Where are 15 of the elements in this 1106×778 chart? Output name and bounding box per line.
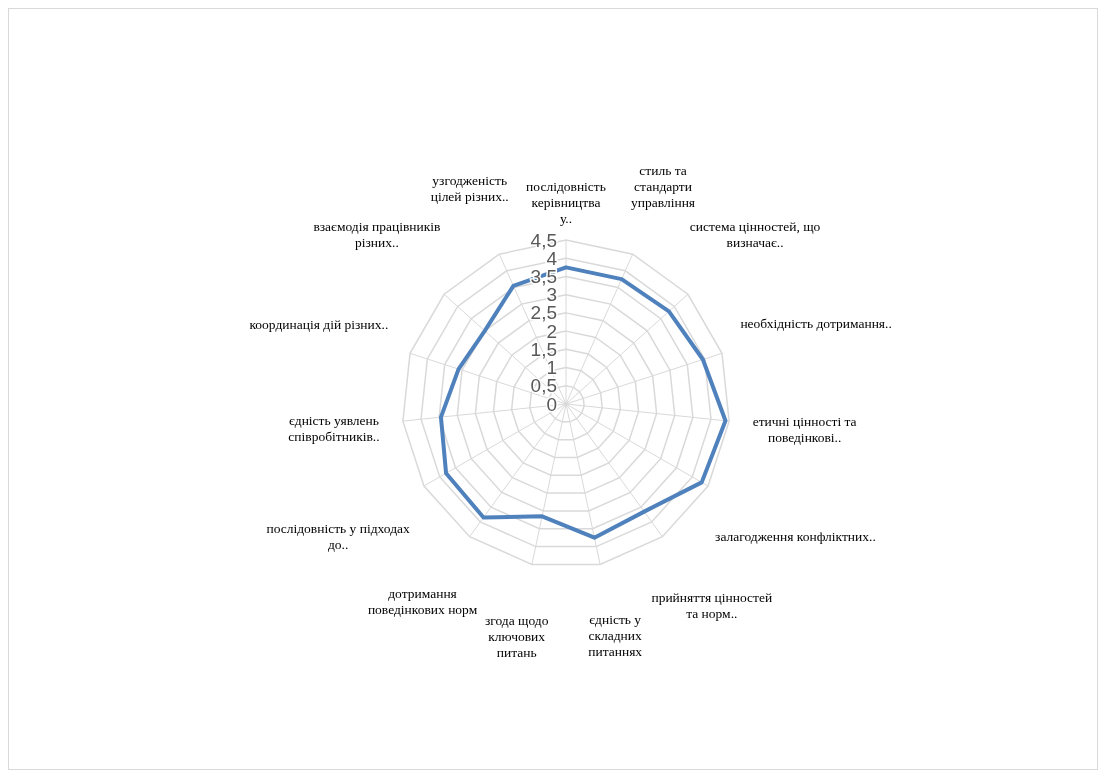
spoke-label: згода щодо ключових питань bbox=[484, 612, 549, 660]
spoke-label: система цінностей, що визначає.. bbox=[689, 218, 821, 250]
spoke-label: прийняття цінностей та норм.. bbox=[651, 589, 773, 621]
spoke-label: необхідність дотримання.. bbox=[740, 315, 892, 331]
spoke-label: єдність у складних питаннях bbox=[588, 611, 643, 659]
spoke-label: узгодженість цілей різних.. bbox=[430, 172, 509, 204]
spoke-label: єдність уявлень співробітників.. bbox=[288, 412, 380, 444]
spoke-label: етичні цінності та поведінкові.. bbox=[752, 413, 857, 445]
spoke-label: залагодження конфліктних.. bbox=[715, 528, 876, 544]
spoke-label: стиль та стандарти управління bbox=[631, 162, 696, 210]
spoke-label: послідовність у підходах до.. bbox=[266, 520, 411, 552]
spoke-label: послідовність керівництва у.. bbox=[526, 178, 606, 226]
spoke-label: координація дій різних.. bbox=[249, 316, 389, 332]
spoke-label: дотримання поведінкових норм bbox=[367, 585, 478, 617]
spoke-label: взаємодія працівників різних.. bbox=[313, 218, 441, 250]
